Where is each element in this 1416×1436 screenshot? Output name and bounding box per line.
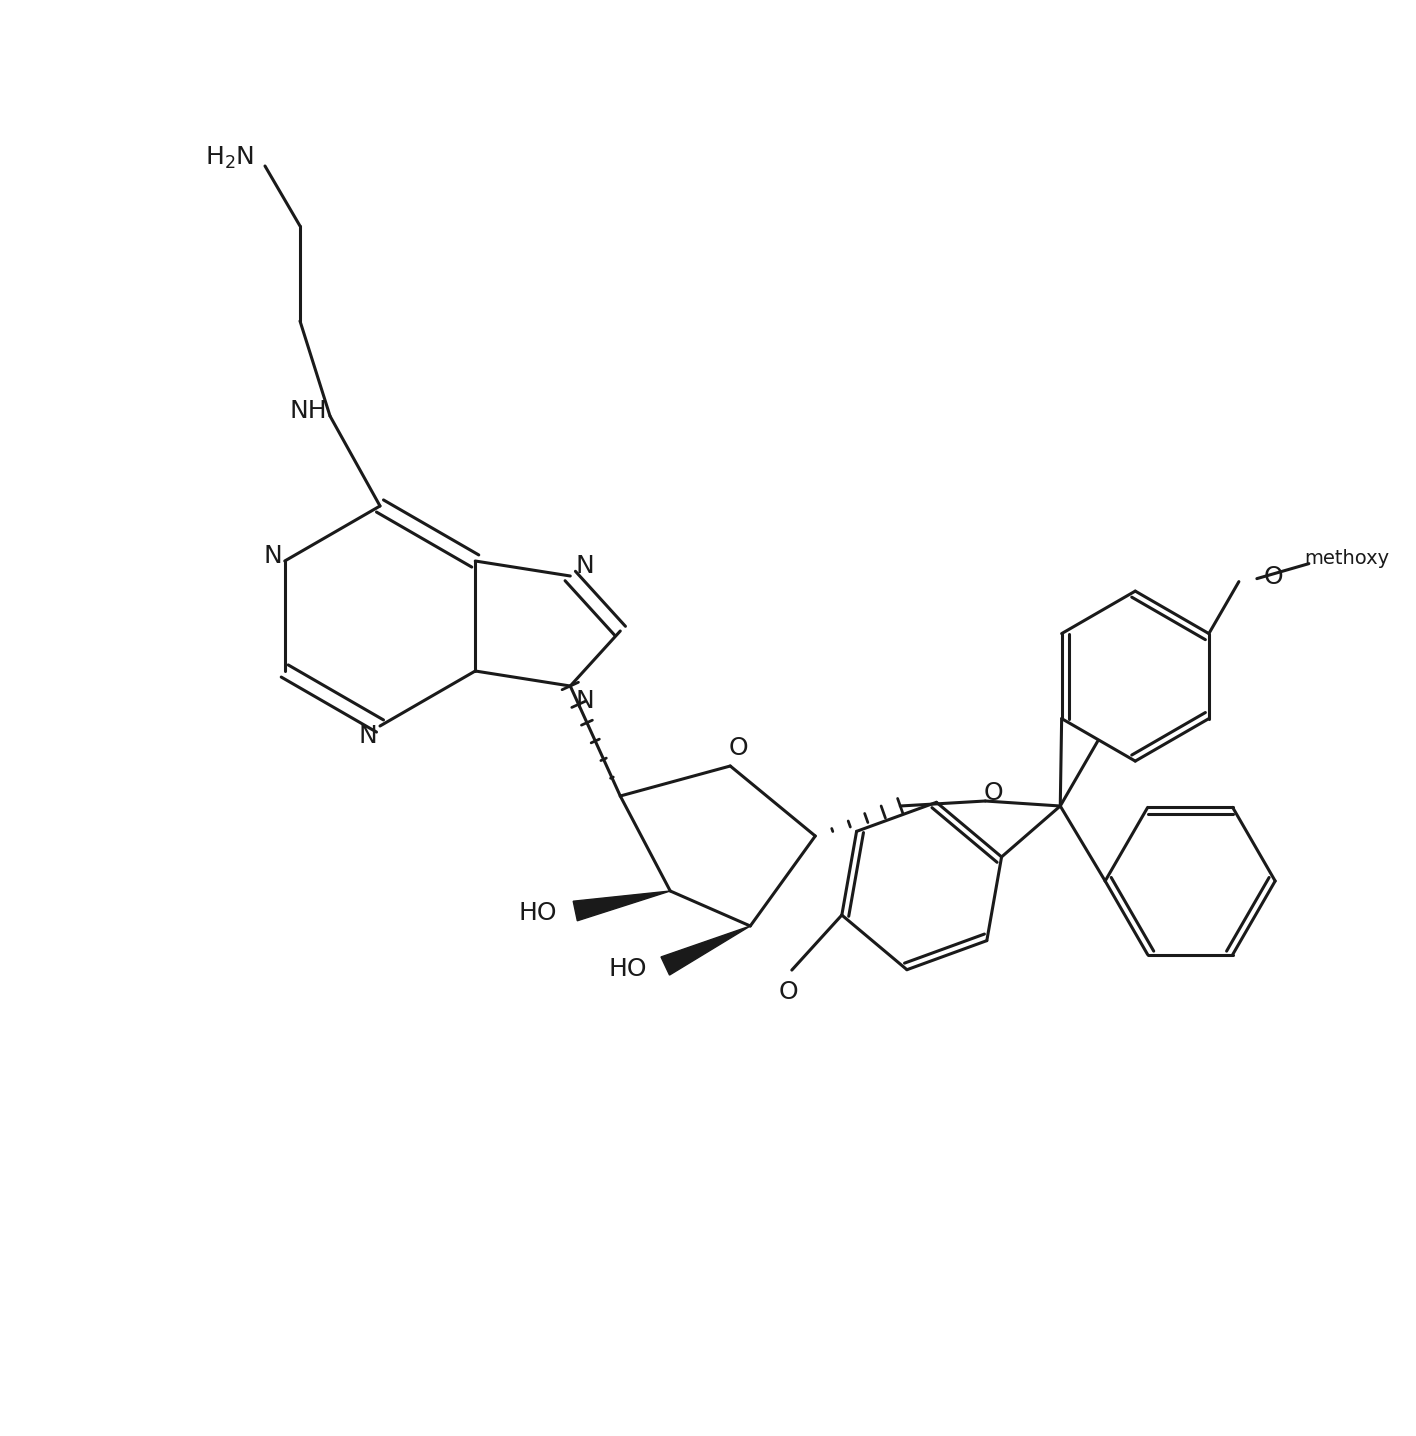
Text: H$_2$N: H$_2$N (205, 145, 255, 171)
Text: O: O (984, 781, 1003, 806)
Polygon shape (573, 890, 670, 920)
Text: N: N (576, 554, 595, 579)
Polygon shape (661, 926, 750, 975)
Text: O: O (779, 981, 799, 1004)
Text: N: N (576, 689, 595, 714)
Text: methoxy: methoxy (1304, 549, 1389, 569)
Text: NH: NH (289, 399, 327, 424)
Text: HO: HO (518, 900, 556, 925)
Text: O: O (1264, 564, 1284, 589)
Text: O: O (728, 737, 748, 760)
Text: HO: HO (607, 956, 647, 981)
Text: N: N (358, 724, 378, 748)
Text: N: N (263, 544, 282, 569)
